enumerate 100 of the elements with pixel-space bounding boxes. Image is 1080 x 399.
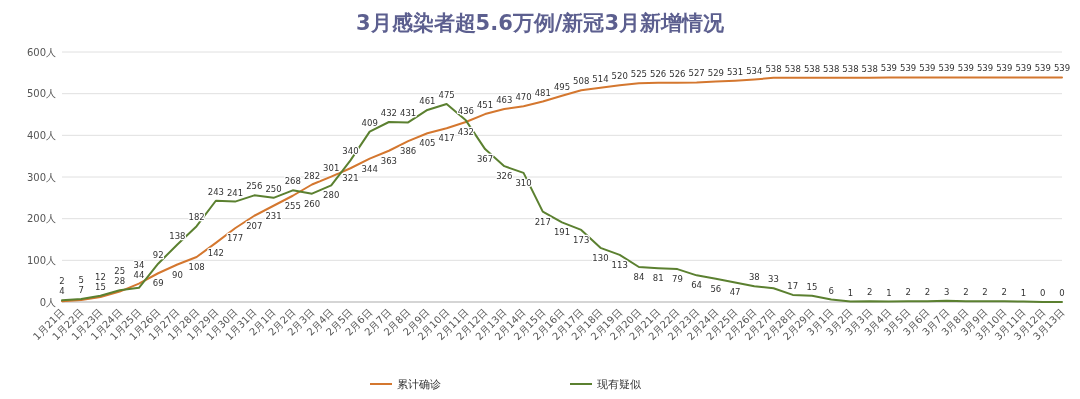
y-tick-label: 100人: [26, 254, 56, 266]
data-label: 1: [1020, 287, 1027, 298]
data-label: 38: [748, 272, 760, 283]
data-label: 250: [265, 183, 282, 194]
data-label: 5: [78, 275, 84, 286]
data-label: 138: [169, 230, 186, 241]
data-label: 526: [669, 68, 686, 79]
data-label: 130: [592, 252, 609, 263]
data-label: 539: [938, 63, 955, 74]
data-label: 34: [133, 259, 145, 270]
data-label: 0: [1059, 288, 1065, 298]
data-label: 173: [573, 234, 590, 245]
data-label: 514: [592, 73, 609, 84]
data-label: 4: [59, 286, 65, 297]
data-label: 108: [188, 262, 205, 272]
data-label: 282: [303, 170, 321, 181]
data-label: 142: [207, 247, 224, 258]
data-label: 409: [361, 117, 378, 128]
data-label: 534: [746, 65, 763, 76]
data-label: 2: [963, 287, 969, 298]
data-label: 47: [729, 287, 741, 298]
data-label: 6: [828, 285, 834, 296]
data-label: 539: [996, 63, 1013, 74]
data-label: 15: [806, 281, 818, 292]
data-label: 475: [438, 90, 455, 101]
data-label: 432: [380, 108, 398, 118]
data-label: 7: [78, 285, 84, 296]
data-label: 538: [861, 63, 878, 74]
legend-label: 累计确诊: [397, 378, 441, 391]
data-label: 527: [688, 68, 705, 79]
data-label: 69: [152, 278, 164, 289]
data-label: 451: [476, 100, 494, 111]
data-label: 538: [823, 63, 840, 74]
data-label: 207: [246, 220, 263, 231]
data-label: 321: [342, 173, 359, 184]
data-label: 301: [323, 162, 340, 173]
data-label: 113: [611, 259, 628, 270]
data-label: 520: [611, 71, 628, 82]
data-label: 177: [226, 233, 244, 244]
data-label: 90: [171, 269, 183, 280]
chart-title: 3月感染者超5.6万例/新冠3月新增情况: [355, 11, 726, 35]
data-label: 539: [957, 63, 974, 74]
data-label: 56: [710, 283, 722, 294]
data-label: 470: [515, 92, 532, 103]
data-label: 1: [886, 287, 892, 298]
data-label: 531: [726, 66, 744, 77]
data-label: 539: [900, 63, 917, 74]
data-label: 280: [323, 190, 340, 201]
data-label: 0: [1040, 288, 1046, 298]
data-label: 529: [707, 67, 724, 78]
data-label: 431: [400, 108, 417, 119]
data-label: 28: [114, 276, 126, 287]
y-tick-label: 300人: [26, 171, 56, 183]
data-label: 461: [419, 95, 436, 106]
data-label: 17: [787, 280, 799, 291]
data-label: 64: [691, 280, 703, 291]
data-label: 241: [226, 187, 244, 198]
data-label: 344: [361, 163, 378, 174]
data-label: 2: [1001, 287, 1008, 298]
data-label: 25: [114, 266, 126, 277]
data-label: 386: [400, 146, 417, 157]
data-label: 508: [573, 76, 590, 87]
data-label: 481: [534, 87, 551, 98]
data-label: 92: [152, 249, 164, 260]
data-label: 3: [943, 286, 950, 297]
data-label: 539: [1034, 63, 1051, 74]
data-label: 15: [95, 281, 106, 292]
data-label: 539: [1053, 63, 1071, 74]
data-label: 191: [553, 227, 571, 238]
data-label: 538: [803, 63, 821, 74]
y-tick-label: 400人: [26, 129, 56, 141]
data-label: 525: [630, 69, 648, 80]
data-label: 2: [924, 287, 931, 298]
data-label: 243: [207, 186, 224, 197]
data-label: 12: [95, 271, 106, 282]
data-label: 217: [534, 216, 551, 227]
data-label: 432: [457, 127, 474, 137]
data-label: 326: [496, 171, 513, 182]
data-label: 539: [919, 63, 936, 74]
y-tick-label: 0人: [39, 296, 56, 308]
data-label: 526: [650, 68, 667, 79]
data-label: 363: [380, 155, 398, 166]
data-label: 44: [133, 269, 145, 280]
data-label: 256: [246, 181, 263, 192]
data-label: 2: [905, 287, 911, 298]
y-tick-label: 500人: [26, 88, 56, 100]
data-label: 255: [284, 200, 301, 211]
data-label: 2: [982, 287, 988, 298]
data-label: 260: [303, 198, 321, 209]
data-label: 539: [976, 63, 994, 74]
data-label: 231: [265, 210, 282, 221]
legend-label: 现有疑似: [597, 378, 641, 391]
data-label: 495: [553, 81, 571, 92]
data-label: 539: [880, 63, 898, 74]
y-tick-label: 200人: [26, 213, 56, 225]
data-label: 367: [476, 154, 494, 165]
data-label: 436: [457, 106, 474, 117]
data-label: 539: [1015, 63, 1032, 74]
y-tick-label: 600人: [26, 46, 56, 58]
data-label: 268: [284, 176, 301, 187]
